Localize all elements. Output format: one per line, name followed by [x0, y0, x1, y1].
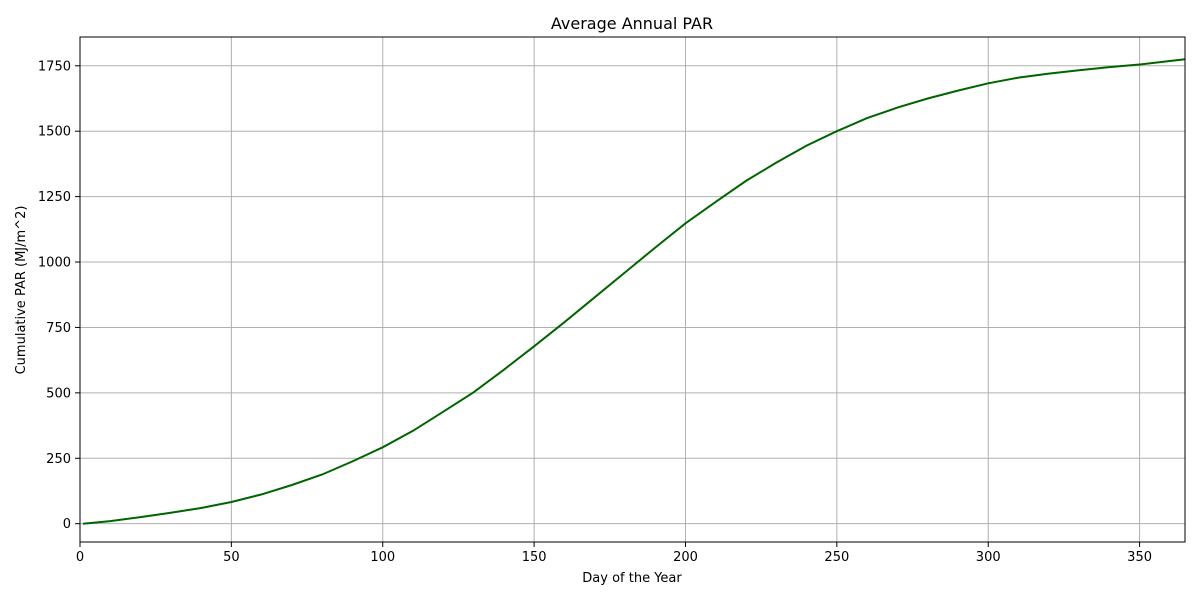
y-tick-label: 250 — [46, 452, 71, 467]
y-tick-label: 0 — [63, 517, 71, 532]
y-tick-label: 1500 — [38, 125, 71, 140]
y-axis-label: Cumulative PAR (MJ/m^2) — [14, 206, 29, 375]
cumulative-par-line — [82, 58, 1186, 525]
y-tick-label: 1750 — [38, 59, 71, 74]
plot-frame — [79, 36, 1186, 543]
x-tick-label: 150 — [522, 550, 547, 565]
x-tick-label: 300 — [976, 550, 1001, 565]
x-tick-label: 200 — [673, 550, 698, 565]
axis-ticks: 0 50 100 150 200 250 300 350 0 250 500 750 1000 1250 1… — [38, 59, 1152, 565]
x-tick-label: 0 — [76, 550, 84, 565]
x-tick-label: 250 — [824, 550, 849, 565]
x-axis-label: Day of the Year — [582, 571, 682, 586]
y-tick-label: 500 — [46, 386, 71, 401]
y-tick-label: 1000 — [38, 256, 71, 271]
chart-title: Average Annual PAR — [551, 14, 713, 33]
x-tick-label: 50 — [223, 550, 240, 565]
x-tick-label: 350 — [1127, 550, 1152, 565]
x-tick-label: 100 — [370, 550, 395, 565]
y-tick-label: 1250 — [38, 190, 71, 205]
grid — [79, 37, 1185, 542]
y-tick-label: 750 — [46, 321, 71, 336]
